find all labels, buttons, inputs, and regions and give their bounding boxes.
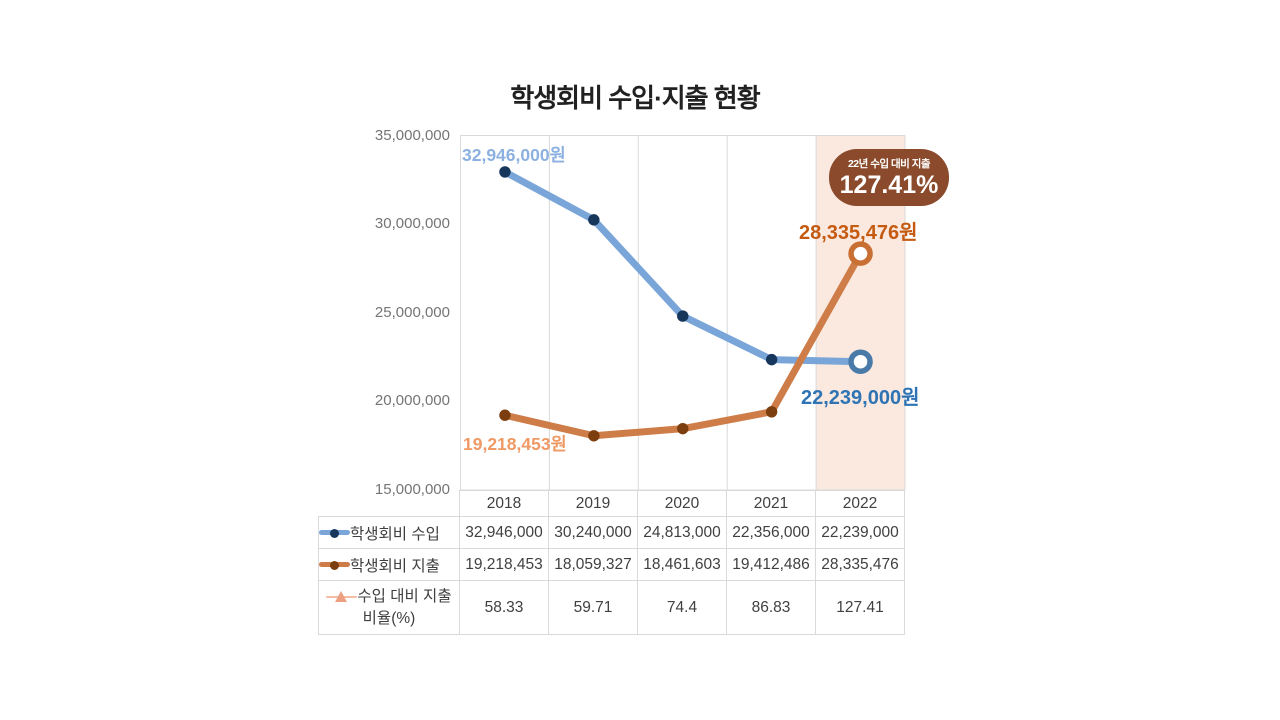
y-tick-35000000: 35,000,000	[374, 126, 450, 144]
y-tick-20000000: 20,000,000	[374, 392, 450, 410]
income-point-2020	[677, 310, 689, 322]
ratio-value-2021: 86.83	[727, 581, 816, 635]
year-header-2022: 2022	[816, 490, 905, 517]
year-header-2021: 2021	[727, 490, 816, 517]
income-2018-value-label: 32,946,000원	[462, 145, 566, 165]
ratio-value-2019: 59.71	[549, 581, 638, 635]
legend-dot-marker	[330, 560, 339, 570]
ratio-value-2020: 74.4	[638, 581, 727, 635]
year-header-2018: 2018	[460, 490, 549, 517]
ratio-legend-icon	[326, 590, 358, 604]
y-tick-15000000: 15,000,000	[374, 481, 450, 498]
chart-title: 학생회비 수입·지출 현황	[510, 83, 760, 113]
income-value-2018: 32,946,000	[460, 517, 549, 549]
income-value-2021: 22,356,000	[727, 517, 816, 549]
table-corner-cell	[318, 490, 460, 517]
expense-value-2022: 28,335,476	[816, 549, 905, 581]
expense-series-name: 학생회비 지출	[350, 557, 440, 575]
year-header-2019: 2019	[549, 490, 638, 517]
income-value-2022: 22,239,000	[816, 517, 905, 549]
expense-point-2020	[677, 422, 689, 435]
expense-value-2020: 18,461,603	[638, 549, 727, 581]
data-table: 2018 2019 2020 2021 2022 학생회비 수입 32,946,000 30,…	[318, 490, 905, 635]
expense-2018-value-label: 19,218,453원	[463, 434, 567, 454]
income-2022-value-label: 22,239,000원	[801, 387, 920, 409]
expense-value-2021: 19,412,486	[727, 549, 816, 581]
expense-point-2021	[765, 406, 778, 418]
income-value-2020: 24,813,000	[638, 517, 727, 549]
expense-point-2019	[588, 430, 600, 442]
ratio-highlight-badge: 22년 수입 대비 지출 127.41%	[829, 149, 949, 206]
income-legend-icon	[319, 526, 350, 540]
y-tick-25000000: 25,000,000	[374, 303, 450, 321]
expense-row-label: 학생회비 지출	[318, 549, 460, 581]
income-point-2021	[765, 353, 778, 366]
y-tick-30000000: 30,000,000	[374, 215, 450, 233]
ratio-badge-caption: 22년 수입 대비 지출	[847, 158, 931, 171]
expense-point-2018	[499, 409, 511, 421]
income-point-2018	[499, 166, 511, 178]
legend-dot-marker	[330, 528, 339, 538]
income-series-name: 학생회비 수입	[350, 525, 440, 543]
ratio-series-name: 수입 대비 지출 비율(%)	[357, 588, 452, 628]
expense-value-2018: 19,218,453	[460, 549, 549, 581]
ratio-value-2022: 127.41	[816, 581, 905, 635]
expense-value-2019: 18,059,327	[549, 549, 638, 581]
income-endpoint-marker-2022	[848, 349, 873, 374]
ratio-row-label: 수입 대비 지출 비율(%)	[318, 581, 460, 635]
legend-triangle-marker	[335, 591, 348, 602]
ratio-badge-value: 127.41%	[839, 171, 939, 200]
expense-legend-icon	[319, 558, 350, 572]
expense-endpoint-marker-2022	[848, 241, 873, 266]
income-line	[501, 168, 865, 366]
expense-2022-value-label: 28,335,476원	[799, 222, 918, 244]
income-point-2019	[588, 214, 600, 226]
income-value-2019: 30,240,000	[549, 517, 638, 549]
year-header-2020: 2020	[638, 490, 727, 517]
ratio-value-2018: 58.33	[460, 581, 549, 635]
income-row-label: 학생회비 수입	[318, 517, 460, 549]
